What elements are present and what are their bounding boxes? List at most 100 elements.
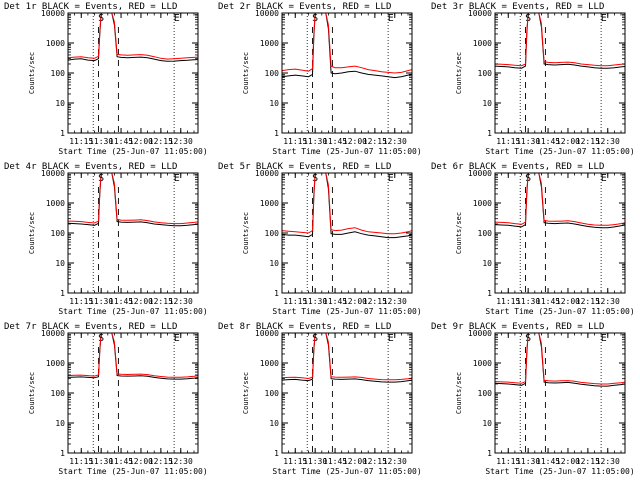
series-group xyxy=(68,333,198,380)
marker-e-label: E xyxy=(601,173,607,184)
x-tick-label: 12:00 xyxy=(343,457,367,466)
x-tick-label: 12:00 xyxy=(129,137,153,146)
x-tick-label: 12:15 xyxy=(576,137,600,146)
series-group xyxy=(495,333,625,387)
x-tick-label: 11:45 xyxy=(109,457,133,466)
y-tick-label: 1 xyxy=(60,129,65,138)
y-tick-label: 10000 xyxy=(255,9,279,18)
x-tick-label: 11:15 xyxy=(496,297,520,306)
plot-frame xyxy=(67,172,199,294)
y-tick-label: 1000 xyxy=(473,359,492,368)
y-tick-label: 1000 xyxy=(260,199,279,208)
y-axis-label: Counts/sec xyxy=(242,212,250,254)
x-tick-label: 11:15 xyxy=(283,137,307,146)
plot-frame xyxy=(281,332,413,454)
series-line-events xyxy=(68,13,198,62)
panel-title: Det 7r BLACK = Events, RED = LLD xyxy=(4,322,177,332)
plot-frame xyxy=(494,332,626,454)
x-tick-label: 11:30 xyxy=(303,297,327,306)
series-line-events xyxy=(68,333,198,380)
x-tick-label: 11:30 xyxy=(303,137,327,146)
series-line-lld xyxy=(495,173,625,226)
plot-frame xyxy=(494,12,626,134)
y-tick-label: 100 xyxy=(265,229,280,238)
plot-frame xyxy=(67,12,199,134)
y-tick-label: 10000 xyxy=(468,169,492,178)
y-tick-label: 10 xyxy=(55,259,65,268)
x-tick-label: 12:00 xyxy=(129,297,153,306)
x-tick-label: 12:30 xyxy=(169,457,193,466)
marker-e-label: E xyxy=(174,173,180,184)
marker-e-label: E xyxy=(174,13,180,24)
series-line-lld xyxy=(282,173,412,235)
y-tick-label: 10 xyxy=(55,419,65,428)
x-tick-label: 11:45 xyxy=(109,297,133,306)
y-tick-label: 1000 xyxy=(46,359,65,368)
series-group xyxy=(282,173,412,239)
marker-e-label: E xyxy=(388,333,394,344)
marker-e-label: E xyxy=(601,13,607,24)
x-axis-label: Start Time (25-Jun-07 11:05:00) xyxy=(485,147,634,156)
y-tick-label: 1000 xyxy=(473,39,492,48)
y-tick-label: 1 xyxy=(60,449,65,458)
x-tick-label: 11:45 xyxy=(536,457,560,466)
x-tick-label: 11:15 xyxy=(496,457,520,466)
x-tick-label: 11:15 xyxy=(283,457,307,466)
marker-e-label: E xyxy=(601,333,607,344)
x-tick-label: 11:30 xyxy=(516,137,540,146)
y-tick-label: 1 xyxy=(274,129,279,138)
series-line-lld xyxy=(68,333,198,378)
x-tick-label: 12:15 xyxy=(576,297,600,306)
x-tick-label: 12:15 xyxy=(149,297,173,306)
series-group xyxy=(282,13,412,79)
x-tick-label: 12:00 xyxy=(343,297,367,306)
y-axis-label: Counts/sec xyxy=(455,212,463,254)
x-tick-label: 12:15 xyxy=(363,137,387,146)
y-axis-label: Counts/sec xyxy=(455,372,463,414)
y-tick-label: 10000 xyxy=(255,329,279,338)
panel-title: Det 1r BLACK = Events, RED = LLD xyxy=(4,2,177,12)
y-tick-label: 10 xyxy=(269,259,279,268)
y-tick-label: 1 xyxy=(487,449,492,458)
x-tick-label: 12:30 xyxy=(383,137,407,146)
series-line-events xyxy=(495,13,625,69)
y-tick-label: 10000 xyxy=(468,9,492,18)
series-line-events xyxy=(282,333,412,383)
y-tick-label: 100 xyxy=(478,389,493,398)
y-tick-label: 100 xyxy=(478,229,493,238)
x-tick-label: 11:30 xyxy=(516,457,540,466)
y-tick-label: 1 xyxy=(274,449,279,458)
y-tick-label: 1000 xyxy=(260,39,279,48)
x-tick-label: 12:15 xyxy=(576,457,600,466)
y-tick-label: 10000 xyxy=(468,329,492,338)
y-axis-label: Counts/sec xyxy=(28,372,36,414)
y-tick-label: 10 xyxy=(269,419,279,428)
y-tick-label: 10000 xyxy=(41,169,65,178)
x-tick-label: 12:00 xyxy=(129,457,153,466)
y-tick-label: 10000 xyxy=(255,169,279,178)
y-tick-label: 100 xyxy=(51,229,66,238)
x-tick-label: 11:30 xyxy=(89,137,113,146)
series-line-lld xyxy=(282,333,412,381)
y-axis-label: Counts/sec xyxy=(28,212,36,254)
series-line-events xyxy=(495,333,625,387)
x-axis-label: Start Time (25-Jun-07 11:05:00) xyxy=(58,147,207,156)
y-tick-label: 10 xyxy=(482,259,492,268)
x-tick-label: 11:30 xyxy=(89,457,113,466)
series-line-lld xyxy=(495,13,625,67)
x-tick-label: 12:30 xyxy=(383,297,407,306)
marker-e-label: E xyxy=(388,13,394,24)
x-axis-label: Start Time (25-Jun-07 11:05:00) xyxy=(272,467,421,476)
x-tick-label: 12:30 xyxy=(169,297,193,306)
x-axis-label: Start Time (25-Jun-07 11:05:00) xyxy=(272,307,421,316)
panel-title: Det 9r BLACK = Events, RED = LLD xyxy=(431,322,604,332)
y-tick-label: 10 xyxy=(482,99,492,108)
panel-title: Det 4r BLACK = Events, RED = LLD xyxy=(4,162,177,172)
panel-title: Det 5r BLACK = Events, RED = LLD xyxy=(218,162,391,172)
x-tick-label: 11:45 xyxy=(323,137,347,146)
